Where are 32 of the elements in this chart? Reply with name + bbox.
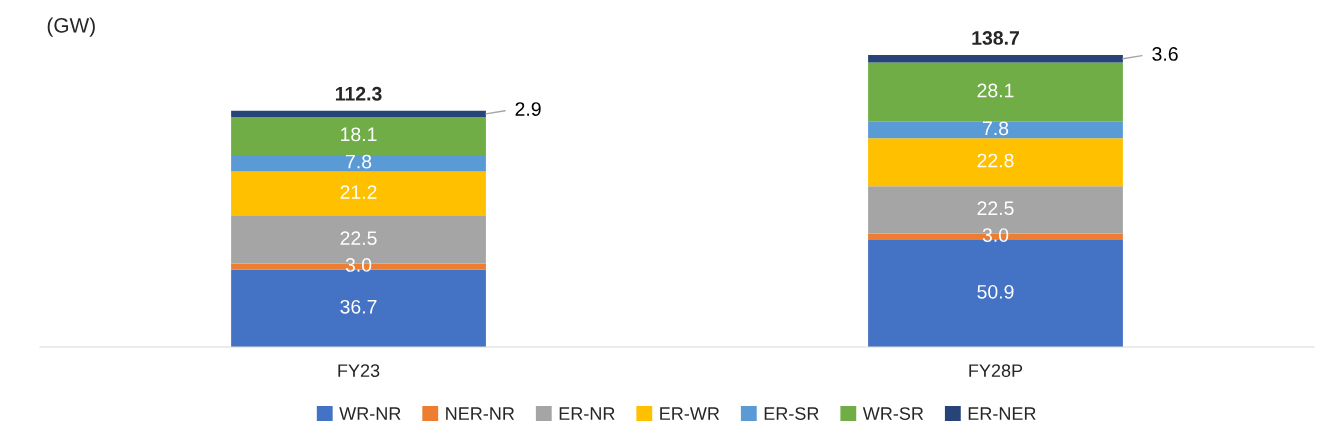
data-label: 7.8 — [346, 154, 372, 169]
bar — [231, 171, 486, 217]
bar — [868, 55, 1123, 63]
legend-label: ER-SR — [764, 407, 819, 420]
legend-label: ER-WR — [660, 407, 720, 420]
bar — [231, 110, 486, 117]
legend-label: ER-NR — [559, 407, 615, 420]
bar — [868, 121, 1123, 139]
data-label: 7.8 — [982, 121, 1009, 136]
data-label: 18.1 — [341, 127, 377, 142]
bar — [231, 116, 486, 156]
data-label: 3.6 — [1152, 47, 1178, 61]
bar — [868, 62, 1123, 122]
data-label: 22.5 — [340, 231, 377, 245]
data-label: 22.8 — [977, 153, 1014, 168]
data-label: 2.9 — [515, 102, 541, 116]
legend-label: ER-NER — [968, 407, 1036, 420]
data-label: 22.5 — [977, 201, 1014, 216]
y-axis-title: (GW) — [47, 17, 95, 37]
legend-label: WR-NR — [339, 407, 401, 420]
total-label: 138.7 — [972, 31, 1019, 45]
bar — [231, 155, 486, 172]
data-label: 36.7 — [340, 299, 377, 314]
bar — [868, 138, 1123, 187]
legend-label: WR-SR — [862, 407, 924, 420]
data-label: 28.1 — [977, 83, 1014, 98]
total-label: 112.3 — [335, 86, 382, 101]
data-label: 50.9 — [977, 284, 1014, 299]
legend-label: NER-NR — [446, 407, 515, 420]
x-tick-label: FY23 — [338, 364, 380, 377]
x-tick-label: FY28P — [969, 364, 1023, 377]
data-label: 21.2 — [340, 185, 377, 199]
